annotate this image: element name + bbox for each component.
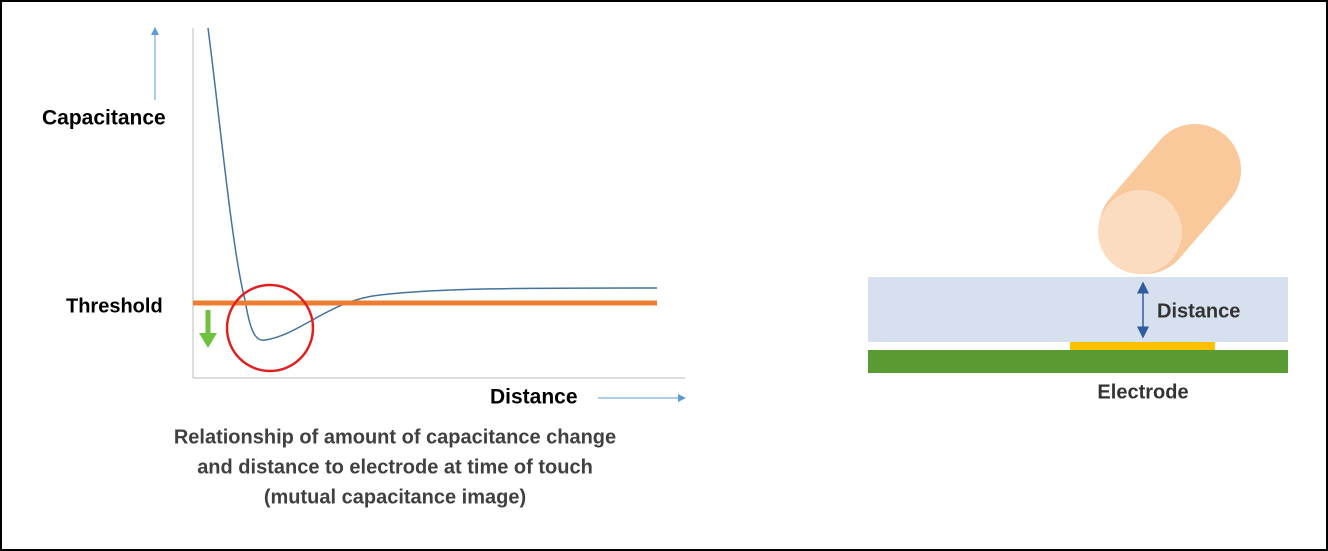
caption: Relationship of amount of capacitance ch… bbox=[174, 426, 616, 448]
electrode-label: Electrode bbox=[1097, 381, 1188, 403]
highlight-circle bbox=[225, 283, 315, 373]
x-label: Distance bbox=[490, 386, 578, 409]
y-label: Capacitance bbox=[42, 107, 166, 130]
down-arrow-head bbox=[199, 333, 217, 348]
substrate bbox=[868, 350, 1288, 373]
distance-label: Distance bbox=[1157, 300, 1240, 322]
caption: and distance to electrode at time of tou… bbox=[197, 456, 593, 478]
cover-layer bbox=[868, 277, 1288, 342]
capacitance-curve bbox=[207, 27, 658, 341]
electrode bbox=[1070, 342, 1215, 350]
fingertip bbox=[1098, 190, 1182, 274]
caption: (mutual capacitance image) bbox=[264, 486, 526, 508]
threshold-label: Threshold bbox=[66, 295, 163, 317]
